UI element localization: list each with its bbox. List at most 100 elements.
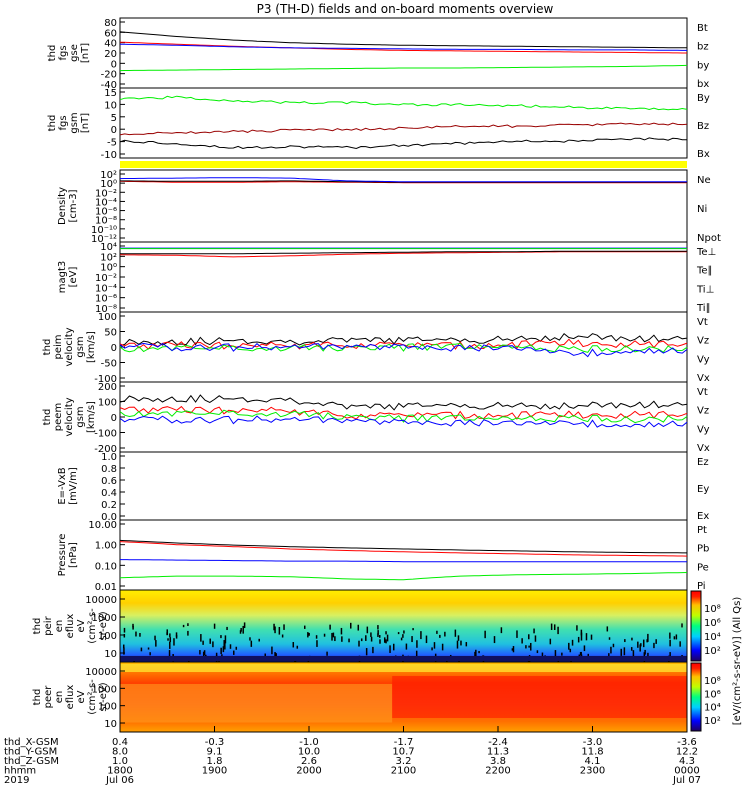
x-tick-label: -3.0 xyxy=(583,737,603,748)
x-tick-label: 4.1 xyxy=(585,756,601,767)
spectrogram-speck xyxy=(258,638,260,642)
x-tick-label: 9.1 xyxy=(207,747,223,758)
y-axis-label: velocity xyxy=(64,397,75,436)
spectrogram-speck xyxy=(608,637,611,640)
series-line-By xyxy=(119,95,688,111)
spectrogram-speck xyxy=(669,652,671,659)
y-tick-label: 0.6 xyxy=(101,476,117,487)
spectrogram-speck xyxy=(377,625,379,630)
spectrogram-speck xyxy=(405,643,408,650)
y-axis-label: en xyxy=(54,620,65,633)
spectrogram-speck xyxy=(456,640,459,649)
spectrogram-speck xyxy=(240,628,242,632)
y-tick-label: 10000 xyxy=(85,595,117,606)
x-tick-label: -2.4 xyxy=(488,737,508,748)
panel-frame xyxy=(119,87,688,159)
colorbar-label: [eV/(cm²-s-sr-eV)] (All Qs) xyxy=(732,597,743,726)
legend-entry-Bt: Bt xyxy=(697,23,708,34)
spectrogram-speck xyxy=(372,646,374,654)
spectrogram-speck xyxy=(202,640,204,645)
y-tick-label: 10² xyxy=(100,170,117,181)
spectrogram-speck xyxy=(123,647,125,655)
y-axis-label: gse xyxy=(69,44,80,62)
spectrogram-speck xyxy=(647,633,649,642)
spectrogram-speck xyxy=(377,633,379,637)
y-tick-label: 10⁻⁸ xyxy=(95,304,117,315)
spectrogram-speck xyxy=(296,645,299,649)
spectrogram-speck xyxy=(329,624,331,630)
spectrogram-speck xyxy=(431,647,433,651)
spectrogram-speck xyxy=(478,651,480,654)
legend-entry-Ti⊥: Ti⊥ xyxy=(696,284,714,295)
spectrogram-speck xyxy=(436,630,438,634)
legend: Ez Ey Ex xyxy=(697,457,709,522)
spectrogram-speck xyxy=(365,635,367,641)
y-tick-label: -5 xyxy=(107,138,117,149)
spectrogram-speck xyxy=(357,624,360,631)
spectrogram-speck xyxy=(139,632,141,637)
y-tick-label: 10⁻⁶ xyxy=(95,207,117,218)
colorbar-tick-label: 10⁶ xyxy=(704,618,721,629)
legend-entry-bz: bz xyxy=(697,42,709,53)
spectrogram-speck xyxy=(226,626,228,631)
spectrogram-speck xyxy=(132,623,134,628)
x-tick-label: 1800 xyxy=(107,766,132,777)
y-tick-label: 200 xyxy=(98,382,117,393)
spectrogram-speck xyxy=(571,639,574,646)
colorbar-tick-label: 10⁸ xyxy=(704,604,721,615)
spectrogram-speck xyxy=(386,634,389,642)
y-axis-label: eV xyxy=(76,619,87,632)
legend-entry-Vt: Vt xyxy=(697,317,708,328)
spectrogram-top-band xyxy=(120,664,687,672)
legend-entry-Ti∥: Ti∥ xyxy=(696,303,711,314)
legend: Vt Vz Vy Vx xyxy=(697,317,710,384)
legend-entry-By: By xyxy=(697,93,710,104)
legend-entry-Pi: Pi xyxy=(697,581,706,592)
x-tick-label: 2.6 xyxy=(301,756,317,767)
spectrogram-speck xyxy=(166,629,168,636)
spectrogram-speck xyxy=(307,632,309,638)
legend-entry-Te∥: Te∥ xyxy=(696,266,713,277)
spectrogram-speck xyxy=(541,652,544,659)
legend-entry-Ex: Ex xyxy=(697,511,709,522)
spectrogram-speck xyxy=(475,649,477,657)
y-tick-label: 1000 xyxy=(92,684,117,695)
x-axis-row-label: hhmm xyxy=(4,766,36,777)
x-tick-label: 3.8 xyxy=(490,756,506,767)
spectrogram-speck xyxy=(323,633,326,637)
spectrogram-speck xyxy=(549,638,552,645)
y-tick-label: -10 xyxy=(101,150,117,161)
spectrogram-speck xyxy=(631,637,633,641)
spectrogram-speck xyxy=(673,636,676,640)
spectrogram-speck xyxy=(630,647,633,651)
spectrogram-speck xyxy=(528,645,530,648)
x-tick-label: 1900 xyxy=(202,766,227,777)
spectrogram-speck xyxy=(274,652,276,658)
x-tick-label: -1.7 xyxy=(394,737,414,748)
spectrogram-speck xyxy=(643,652,646,658)
legend-entry-Ne: Ne xyxy=(697,175,711,186)
spectrogram-speck xyxy=(188,658,190,665)
x-tick-label: Jul 07 xyxy=(672,775,701,786)
spectrogram-speck xyxy=(516,630,518,638)
x-tick-label: -1.0 xyxy=(299,737,319,748)
series-line-Bt xyxy=(119,31,687,49)
spectrogram-speck xyxy=(533,628,535,634)
legend: Ne Ni Npot xyxy=(697,175,721,244)
colorbar-tick-label: 10² xyxy=(704,646,721,657)
spectrogram-speck xyxy=(169,637,172,643)
spectrogram-speck xyxy=(534,635,537,642)
spectrogram-speck xyxy=(536,650,539,654)
y-axis-label: peim xyxy=(53,334,64,359)
spectrogram-speck xyxy=(525,645,527,649)
spectrogram-speck xyxy=(389,645,391,653)
y-tick-label: 10 xyxy=(104,100,117,111)
spectrogram-speck xyxy=(644,649,646,655)
series-line-Pt xyxy=(119,539,687,554)
spectrogram-speck xyxy=(149,652,151,656)
